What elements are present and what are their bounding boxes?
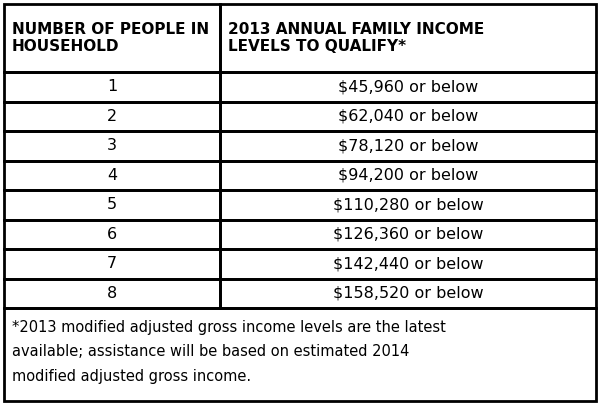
Bar: [220, 4, 596, 72]
Text: $62,040 or below: $62,040 or below: [338, 109, 478, 124]
Bar: [4, 160, 220, 190]
Text: available; assistance will be based on estimated 2014: available; assistance will be based on e…: [12, 345, 409, 360]
Bar: [4, 220, 220, 249]
Text: 5: 5: [107, 197, 117, 212]
Bar: [220, 190, 596, 220]
Text: $126,360 or below: $126,360 or below: [333, 227, 483, 242]
Bar: [220, 249, 596, 279]
Bar: [4, 249, 220, 279]
Bar: [4, 102, 220, 131]
Text: 7: 7: [107, 256, 117, 271]
Text: *2013 modified adjusted gross income levels are the latest: *2013 modified adjusted gross income lev…: [12, 320, 446, 335]
Text: NUMBER OF PEOPLE IN
HOUSEHOLD: NUMBER OF PEOPLE IN HOUSEHOLD: [12, 22, 209, 54]
Text: 2013 ANNUAL FAMILY INCOME
LEVELS TO QUALIFY*: 2013 ANNUAL FAMILY INCOME LEVELS TO QUAL…: [228, 22, 484, 54]
Text: 3: 3: [107, 138, 117, 153]
Text: 2: 2: [107, 109, 117, 124]
Text: 1: 1: [107, 79, 117, 94]
Bar: [220, 102, 596, 131]
Bar: [220, 160, 596, 190]
Text: $45,960 or below: $45,960 or below: [338, 79, 478, 94]
Text: 8: 8: [107, 286, 117, 301]
Bar: [220, 131, 596, 160]
Bar: [4, 4, 220, 72]
Bar: [4, 279, 220, 308]
Bar: [220, 279, 596, 308]
Text: 4: 4: [107, 168, 117, 183]
Text: 6: 6: [107, 227, 117, 242]
Bar: [220, 220, 596, 249]
Text: $78,120 or below: $78,120 or below: [338, 138, 478, 153]
Bar: [4, 131, 220, 160]
Text: $110,280 or below: $110,280 or below: [332, 197, 484, 212]
Text: modified adjusted gross income.: modified adjusted gross income.: [12, 369, 251, 384]
Bar: [4, 72, 220, 102]
Text: $94,200 or below: $94,200 or below: [338, 168, 478, 183]
Bar: [4, 308, 596, 401]
Bar: [220, 72, 596, 102]
Text: $158,520 or below: $158,520 or below: [333, 286, 484, 301]
Text: $142,440 or below: $142,440 or below: [333, 256, 483, 271]
Bar: [4, 190, 220, 220]
